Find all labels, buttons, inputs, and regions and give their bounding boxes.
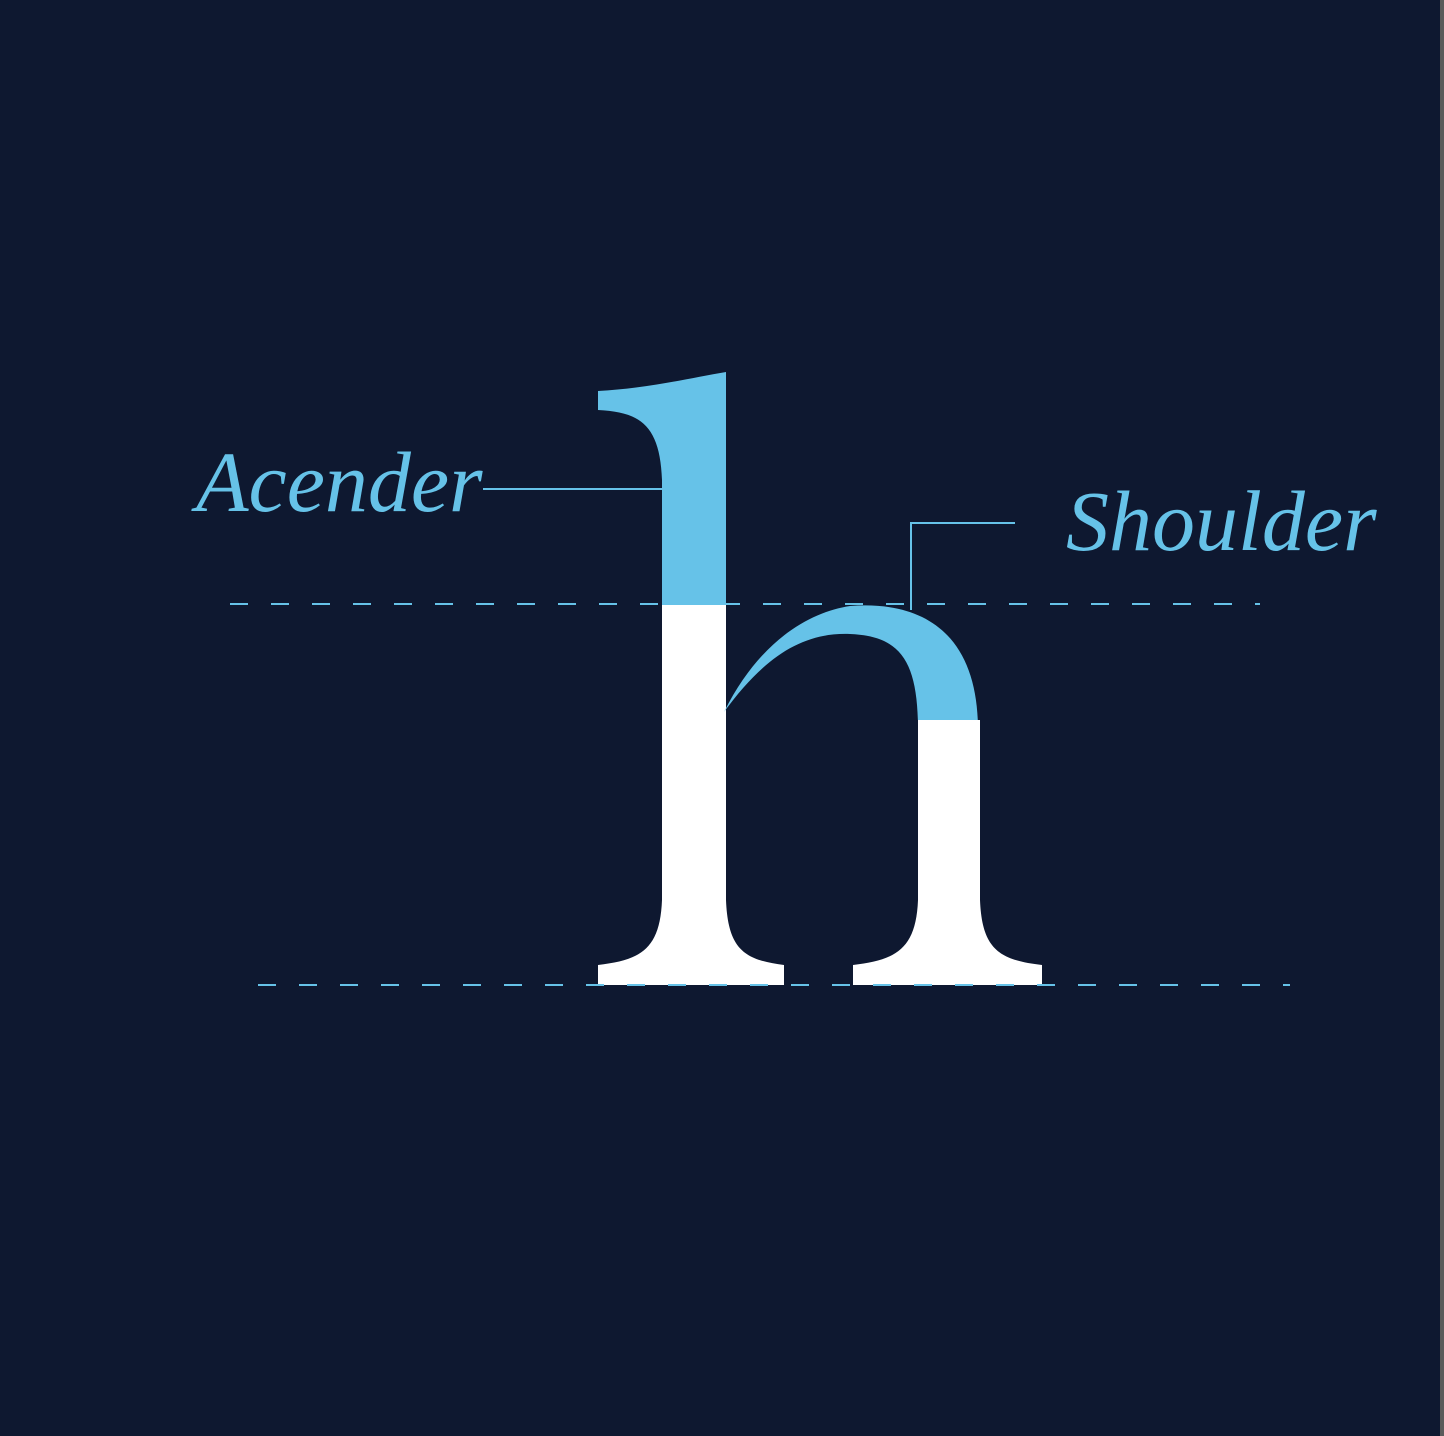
shoulder-leader-line [910,522,1015,610]
shoulder-label: Shoulder [1066,473,1377,569]
shoulder-region [662,605,978,720]
letter-body-region [598,720,1042,985]
right-edge-border [1440,0,1444,1436]
ascender-region [598,372,726,605]
ascender-label: Acender [191,434,483,530]
